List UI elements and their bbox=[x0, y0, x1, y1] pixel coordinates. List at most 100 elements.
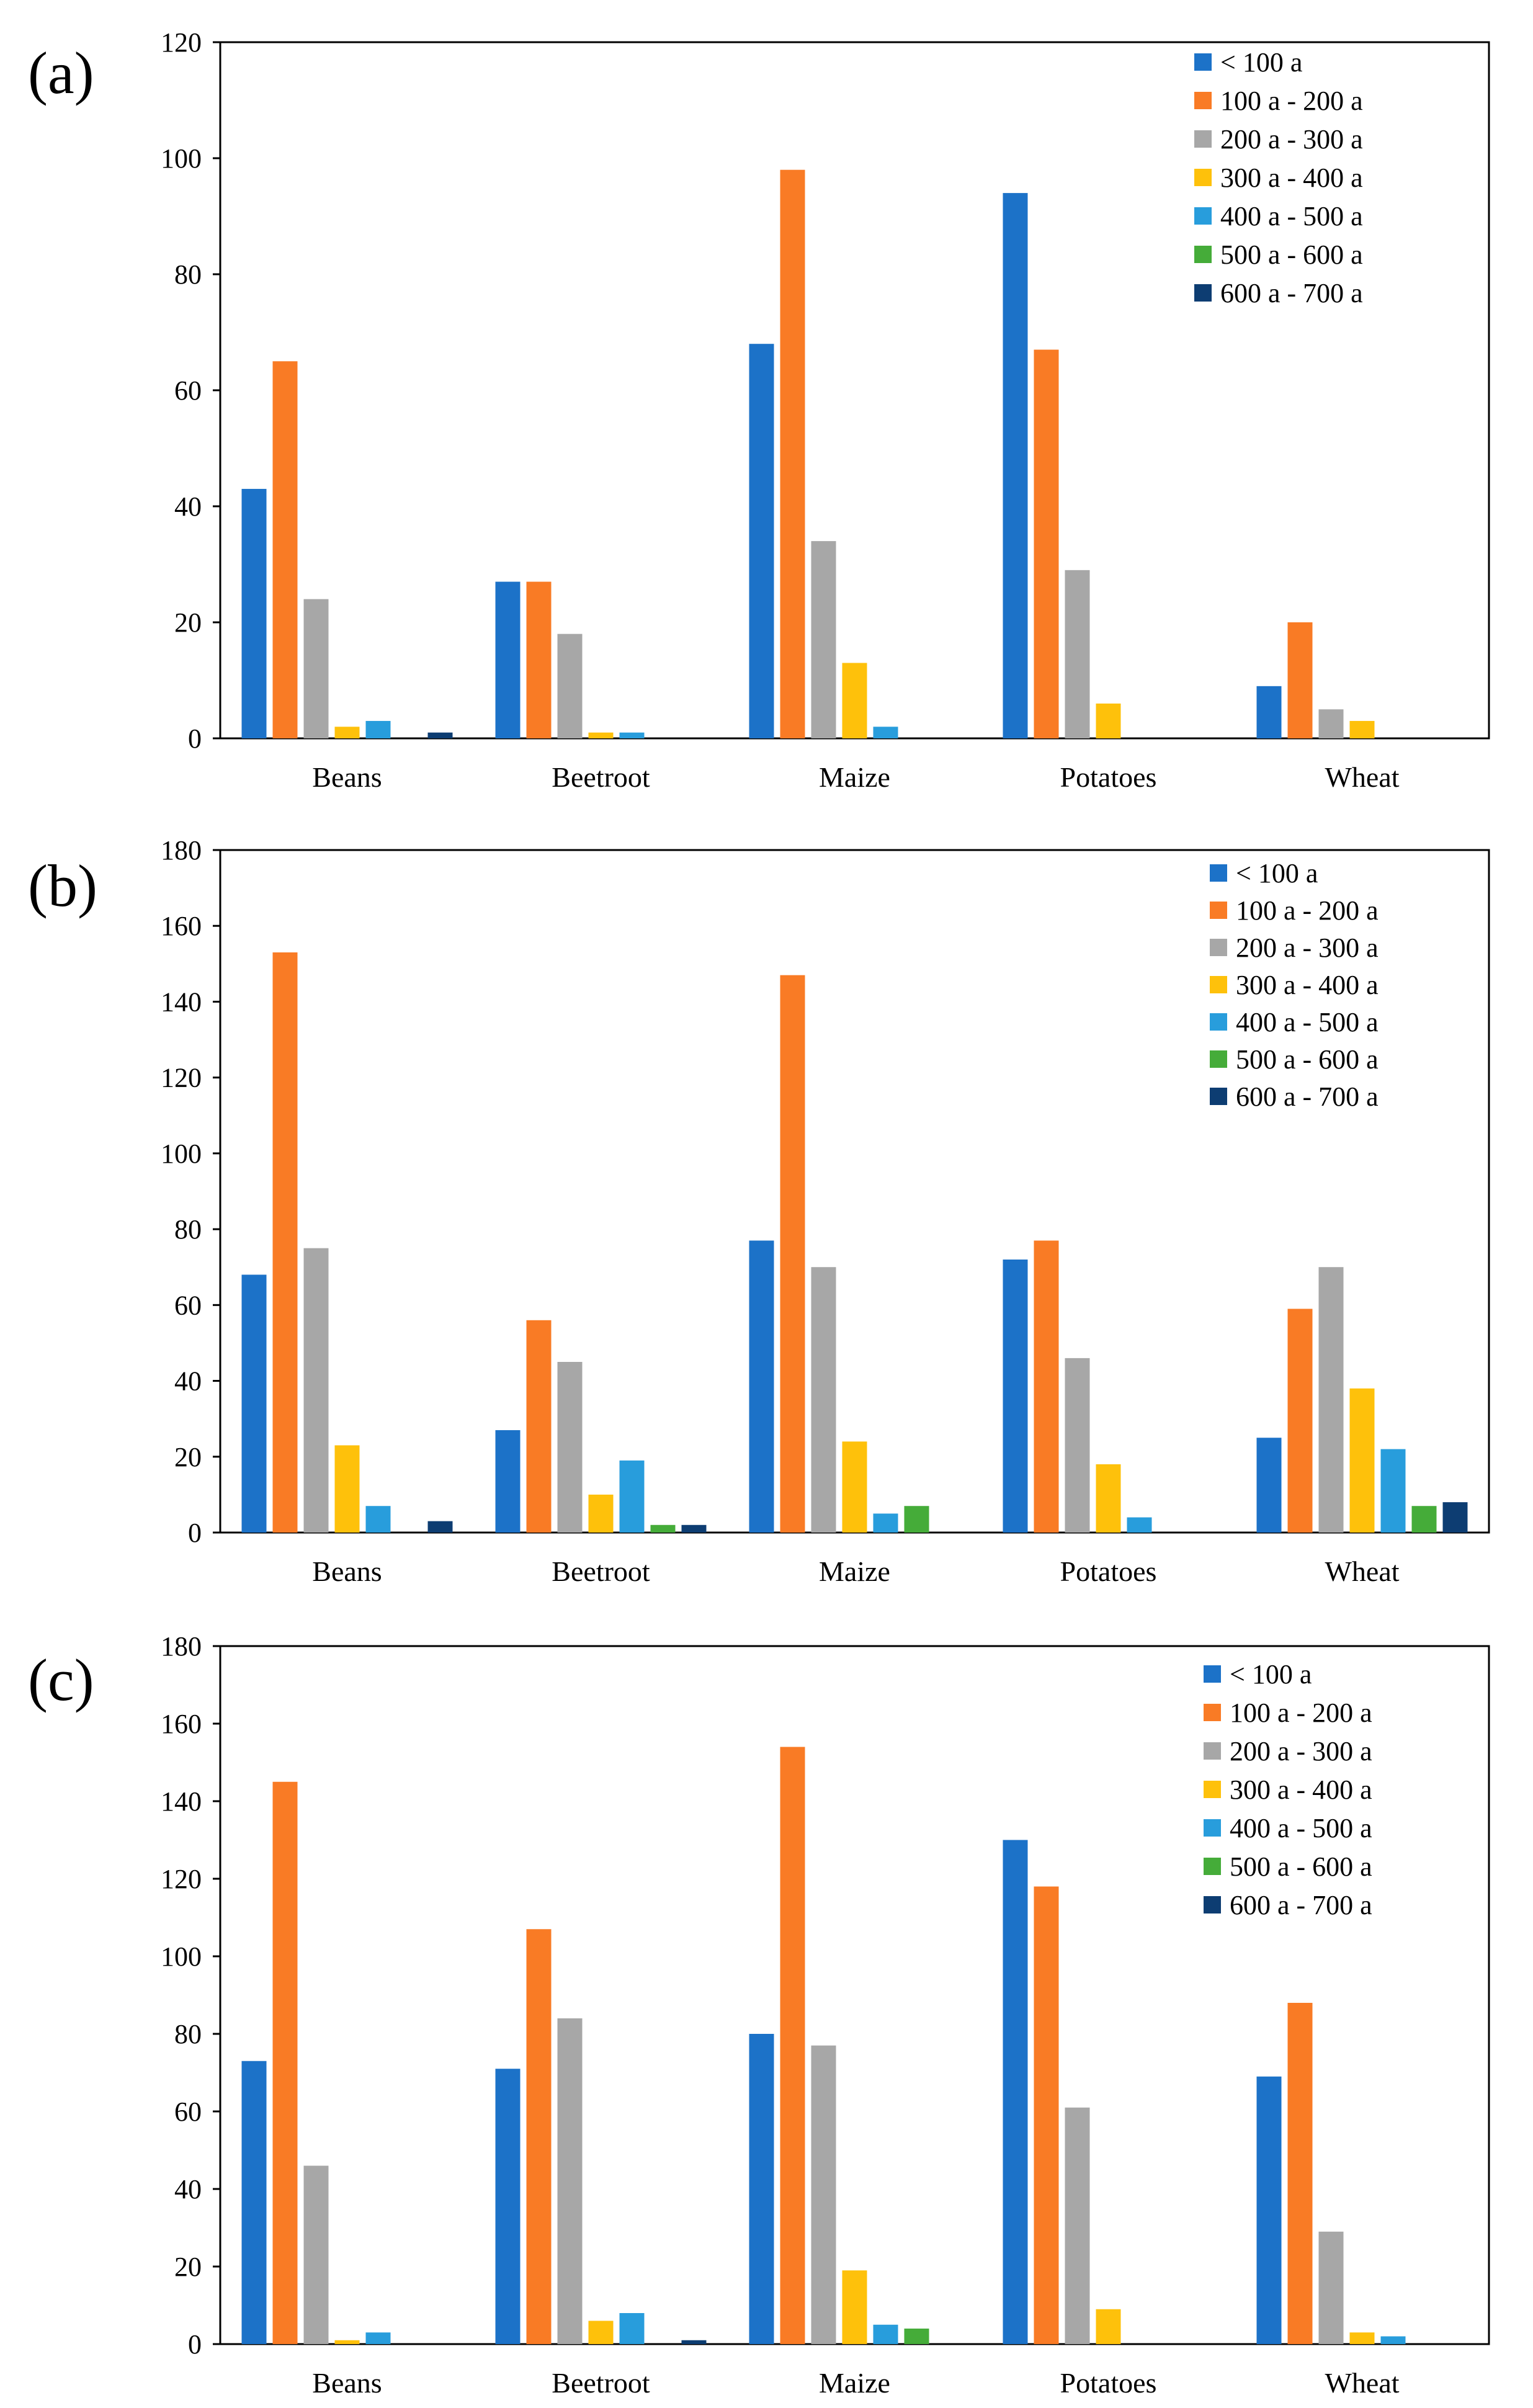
bar bbox=[780, 975, 805, 1533]
bar bbox=[588, 732, 614, 738]
legend-swatch bbox=[1210, 902, 1227, 919]
x-tick-label: Beetroot bbox=[552, 1555, 650, 1587]
legend-swatch bbox=[1210, 939, 1227, 956]
legend-swatch bbox=[1204, 1665, 1221, 1683]
bar bbox=[873, 727, 898, 738]
legend-swatch bbox=[1204, 1819, 1221, 1837]
x-tick-label: Potatoes bbox=[1060, 2367, 1157, 2399]
legend-swatch bbox=[1210, 1088, 1227, 1105]
bar bbox=[1065, 2107, 1090, 2344]
bar bbox=[842, 1441, 867, 1533]
legend-label: 400 a - 500 a bbox=[1236, 1007, 1379, 1037]
legend-label: 600 a - 700 a bbox=[1236, 1081, 1379, 1112]
legend-swatch bbox=[1204, 1781, 1221, 1798]
bar bbox=[526, 581, 552, 738]
legend-label: 200 a - 300 a bbox=[1230, 1736, 1372, 1766]
bar bbox=[1349, 2332, 1375, 2344]
legend-swatch bbox=[1210, 864, 1227, 882]
legend-swatch bbox=[1194, 207, 1212, 225]
bar bbox=[1287, 1309, 1313, 1533]
y-tick-label: 140 bbox=[161, 987, 202, 1017]
legend-label: 300 a - 400 a bbox=[1230, 1775, 1372, 1805]
bar bbox=[842, 663, 867, 738]
x-tick-label: Beans bbox=[312, 2367, 382, 2399]
y-tick-label: 0 bbox=[188, 1518, 202, 1548]
bar bbox=[1034, 1886, 1059, 2344]
bar bbox=[1003, 1260, 1028, 1533]
legend-label: < 100 a bbox=[1236, 858, 1318, 888]
bar bbox=[780, 1747, 805, 2344]
bar bbox=[241, 2061, 267, 2344]
bar bbox=[1065, 1358, 1090, 1533]
bar bbox=[1096, 2309, 1121, 2344]
x-tick-label: Beans bbox=[312, 1555, 382, 1587]
bar bbox=[427, 732, 453, 738]
x-tick-label: Wheat bbox=[1325, 1555, 1399, 1587]
legend-label: 600 a - 700 a bbox=[1220, 278, 1363, 308]
bar bbox=[1003, 1840, 1028, 2344]
bar bbox=[557, 633, 583, 738]
y-tick-label: 140 bbox=[161, 1786, 202, 1817]
legend-label: 100 a - 200 a bbox=[1220, 86, 1363, 116]
bar bbox=[557, 1362, 583, 1533]
bar bbox=[811, 2045, 836, 2344]
bar bbox=[303, 599, 329, 738]
legend-swatch bbox=[1204, 1742, 1221, 1760]
legend-swatch bbox=[1194, 130, 1212, 148]
bar bbox=[650, 1524, 676, 1533]
x-tick-label: Maize bbox=[819, 1555, 890, 1587]
bar bbox=[1127, 1517, 1152, 1533]
panel-label: (c) bbox=[28, 1647, 94, 1713]
bar bbox=[365, 1506, 391, 1533]
bar bbox=[811, 541, 836, 738]
legend: < 100 a 100 a - 200 a 200 a - 300 a 300 a -… bbox=[1194, 47, 1363, 308]
bar bbox=[557, 2018, 583, 2344]
bar bbox=[272, 952, 298, 1533]
y-tick-label: 100 bbox=[161, 143, 202, 174]
panel-label: (b) bbox=[28, 853, 97, 919]
x-tick-label: Potatoes bbox=[1060, 1555, 1157, 1587]
bar bbox=[365, 720, 391, 738]
bar bbox=[526, 1929, 552, 2344]
bar bbox=[904, 1506, 929, 1533]
bar bbox=[1096, 1464, 1121, 1533]
bar bbox=[1411, 1506, 1437, 1533]
legend-swatch bbox=[1210, 1050, 1227, 1068]
y-tick-label: 60 bbox=[174, 1290, 202, 1320]
y-tick-label: 40 bbox=[174, 491, 202, 522]
legend-label: 600 a - 700 a bbox=[1230, 1890, 1372, 1920]
bar bbox=[904, 2329, 929, 2344]
bar bbox=[619, 1460, 645, 1533]
bar bbox=[1256, 686, 1282, 738]
legend-label: 100 a - 200 a bbox=[1230, 1698, 1372, 1728]
x-tick-label: Maize bbox=[819, 761, 890, 793]
bar bbox=[1065, 570, 1090, 738]
bar bbox=[681, 1524, 707, 1533]
bar bbox=[1287, 622, 1313, 738]
bar bbox=[495, 581, 521, 738]
y-tick-label: 120 bbox=[161, 27, 202, 58]
bar bbox=[1349, 1388, 1375, 1533]
bar bbox=[1380, 1449, 1406, 1533]
y-tick-label: 40 bbox=[174, 2174, 202, 2204]
bar bbox=[272, 361, 298, 738]
bar bbox=[1318, 709, 1344, 738]
y-tick-label: 80 bbox=[174, 259, 202, 290]
x-tick-label: Beans bbox=[312, 761, 382, 793]
y-tick-label: 40 bbox=[174, 1366, 202, 1397]
y-tick-label: 160 bbox=[161, 911, 202, 941]
legend-label: 200 a - 300 a bbox=[1220, 124, 1363, 154]
legend-swatch bbox=[1194, 284, 1212, 302]
legend-swatch bbox=[1210, 976, 1227, 993]
bar bbox=[1287, 2003, 1313, 2344]
bar bbox=[1034, 1240, 1059, 1533]
bar bbox=[272, 1781, 298, 2344]
chart-panel-3: 0 20 40 60 80 100 120 140 160 180 Beans Beetroot Mai… bbox=[28, 1631, 1490, 2399]
legend-label: 200 a - 300 a bbox=[1236, 933, 1379, 963]
legend-label: 100 a - 200 a bbox=[1236, 895, 1379, 926]
legend-label: 400 a - 500 a bbox=[1220, 201, 1363, 231]
bar bbox=[334, 2340, 360, 2344]
bar bbox=[365, 2332, 391, 2344]
y-tick-label: 20 bbox=[174, 2252, 202, 2282]
